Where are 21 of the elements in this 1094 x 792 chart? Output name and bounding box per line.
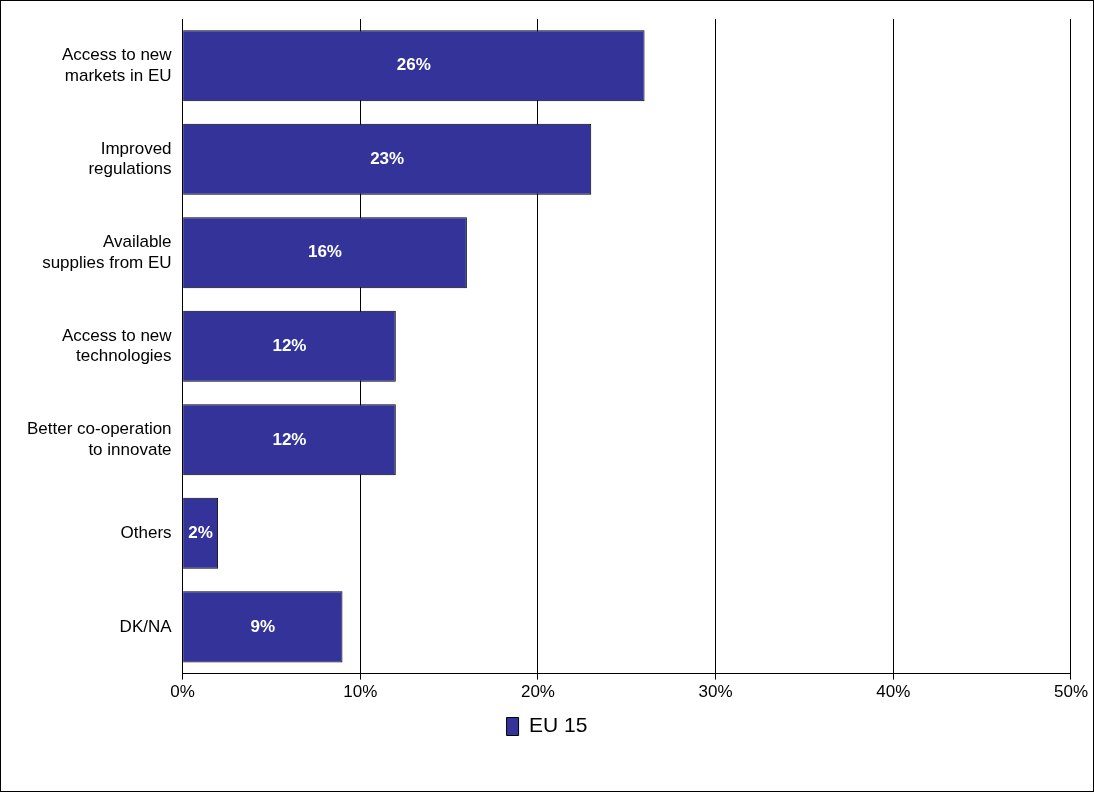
y-tick-label: Others bbox=[120, 523, 172, 543]
y-tick-label: Access to new markets in EU bbox=[61, 45, 173, 85]
x-tick-label: 40% bbox=[876, 682, 911, 702]
legend-label: EU 15 bbox=[529, 713, 588, 737]
data-label: 2% bbox=[188, 523, 213, 543]
y-tick-label: Available supplies from EU bbox=[42, 232, 172, 272]
y-tick-label: DK/NA bbox=[119, 616, 173, 636]
y-tick-label: Access to new technologies bbox=[61, 325, 173, 366]
data-label: 12% bbox=[272, 429, 307, 449]
x-tick-label: 50% bbox=[1053, 682, 1088, 702]
data-label: 23% bbox=[370, 148, 405, 168]
y-tick-label: Better co-operation to innovate bbox=[26, 419, 172, 459]
data-label: 12% bbox=[272, 335, 307, 355]
data-label: 26% bbox=[396, 55, 431, 75]
data-label: 16% bbox=[307, 242, 342, 262]
x-tick-label: 10% bbox=[343, 682, 378, 702]
y-tick-label: Improved regulations bbox=[88, 138, 172, 179]
x-tick-label: 20% bbox=[520, 682, 555, 702]
x-tick-label: 30% bbox=[698, 682, 733, 702]
x-tick-label: 0% bbox=[170, 682, 195, 702]
data-label: 9% bbox=[250, 616, 276, 636]
